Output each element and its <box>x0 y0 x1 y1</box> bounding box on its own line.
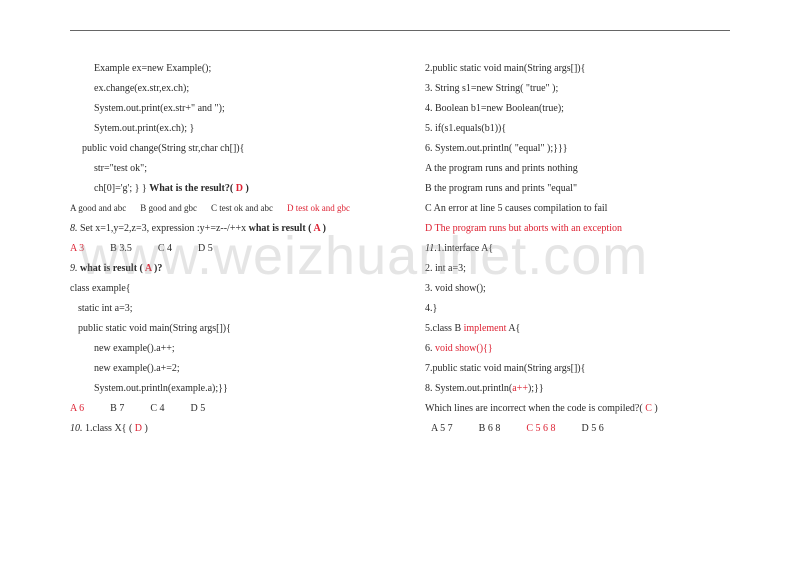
code-line: 4.} <box>425 299 730 319</box>
question-11: 11.1.interface A{ <box>425 239 730 259</box>
q-body: 1.class X{ ( <box>83 423 133 434</box>
code-line: str="test ok"; <box>70 159 375 179</box>
choice-a: A 6 <box>70 399 84 419</box>
paren: ) <box>145 423 148 434</box>
choice-c: C 4 <box>158 239 172 259</box>
top-divider <box>70 30 730 31</box>
choice-d: D 5 <box>198 239 213 259</box>
choice-a: A good and abc <box>70 199 126 217</box>
answer-c: C <box>643 403 655 414</box>
choice-b: B 6 8 <box>479 419 501 439</box>
code-line: 7.public static void main(String args[])… <box>425 359 730 379</box>
choices-row: A 6 B 7 C 4 D 5 <box>70 399 375 419</box>
q-text: What is the result?( <box>149 183 233 194</box>
code-frag: 5.class B <box>425 323 464 334</box>
answer-a: A <box>143 263 154 274</box>
choices-row: A good and abc B good and gbc C test ok an… <box>70 199 375 219</box>
code-line: 5.class B implement A{ <box>425 319 730 339</box>
q-body: Set x=1,y=2,z=3, expression :y+=z--/++x <box>78 223 249 234</box>
paren: ) <box>654 403 657 414</box>
code-frag: void show(){} <box>435 343 493 354</box>
code-line: 2.public static void main(String args[])… <box>425 59 730 79</box>
code-line: new example().a+=2; <box>70 359 375 379</box>
choices-row: A 5 7 B 6 8 C 5 6 8 D 5 6 <box>425 419 730 439</box>
paren: ) <box>323 223 326 234</box>
code-line: 6. System.out.println( "equal" );}}} <box>425 139 730 159</box>
code-frag: 8. System.out.println( <box>425 383 512 394</box>
choice-d: D 5 <box>191 399 206 419</box>
q-num: 9. <box>70 263 78 274</box>
code-frag: ch[0]='g'; } } <box>94 183 149 194</box>
code-line: 2. int a=3; <box>425 259 730 279</box>
code-line: 8. System.out.println(a++);}} <box>425 379 730 399</box>
choice-a: A the program runs and prints nothing <box>425 159 730 179</box>
question-text: Which lines are incorrect when the code … <box>425 399 730 419</box>
answer-d: D <box>233 183 245 194</box>
question-10: 10. 1.class X{ ( D ) <box>70 419 375 439</box>
code-line: public void change(String str,char ch[])… <box>70 139 375 159</box>
paren: ) <box>245 183 248 194</box>
code-frag: a++ <box>512 383 528 394</box>
choice-d: D 5 6 <box>582 419 604 439</box>
left-column: Example ex=new Example(); ex.change(ex.s… <box>70 59 375 439</box>
question-9: 9. what is result ( A )? <box>70 259 375 279</box>
code-line: 5. if(s1.equals(b1)){ <box>425 119 730 139</box>
code-line: class example{ <box>70 279 375 299</box>
code-line: 3. String s1=new String( "true" ); <box>425 79 730 99</box>
code-line: new example().a++; <box>70 339 375 359</box>
choice-c: C 5 6 8 <box>526 419 555 439</box>
q-num: 11 <box>425 243 434 254</box>
choice-d: D test ok and gbc <box>287 199 350 217</box>
q-text: what is result ( <box>78 263 143 274</box>
code-line: System.out.println(example.a);}} <box>70 379 375 399</box>
choice-b: B the program runs and prints "equal" <box>425 179 730 199</box>
code-line: System.out.print(ex.str+" and "); <box>70 99 375 119</box>
choice-c: C 4 <box>150 399 164 419</box>
code-line: ex.change(ex.str,ex.ch); <box>70 79 375 99</box>
choices-row: A 3 B 3.5 C 4 D 5 <box>70 239 375 259</box>
choice-b: B 7 <box>110 399 124 419</box>
question-8: 8. Set x=1,y=2,z=3, expression :y+=z--/+… <box>70 219 375 239</box>
code-frag: 6. <box>425 343 435 354</box>
code-line: 3. void show(); <box>425 279 730 299</box>
code-line: 4. Boolean b1=new Boolean(true); <box>425 99 730 119</box>
choice-a: A 3 <box>70 239 84 259</box>
content-columns: Example ex=new Example(); ex.change(ex.s… <box>70 59 730 439</box>
code-frag: implement <box>464 323 507 334</box>
code-line: Sytem.out.print(ex.ch); } <box>70 119 375 139</box>
code-line: 6. void show(){} <box>425 339 730 359</box>
answer-a: A <box>312 223 323 234</box>
choice-d: D The program runs but aborts with an ex… <box>425 219 730 239</box>
choice-a: A 5 7 <box>431 419 453 439</box>
code-line: static int a=3; <box>70 299 375 319</box>
q-text: what is result ( <box>249 223 312 234</box>
q-body: Which lines are incorrect when the code … <box>425 403 643 414</box>
paren: )? <box>154 263 162 274</box>
code-line: ch[0]='g'; } } What is the result?( D ) <box>70 179 375 199</box>
choice-b: B good and gbc <box>140 199 197 217</box>
right-column: 2.public static void main(String args[])… <box>425 59 730 439</box>
choice-c: C An error at line 5 causes compilation … <box>425 199 730 219</box>
code-frag: A{ <box>506 323 520 334</box>
q-num: 10. <box>70 423 83 434</box>
q-body: .1.interface A{ <box>434 243 493 254</box>
code-line: public static void main(String args[]){ <box>70 319 375 339</box>
choice-b: B 3.5 <box>110 239 132 259</box>
code-frag: );}} <box>528 383 544 394</box>
code-line: Example ex=new Example(); <box>70 59 375 79</box>
answer-d: D <box>132 423 144 434</box>
q-num: 8. <box>70 223 78 234</box>
choice-c: C test ok and abc <box>211 199 273 217</box>
